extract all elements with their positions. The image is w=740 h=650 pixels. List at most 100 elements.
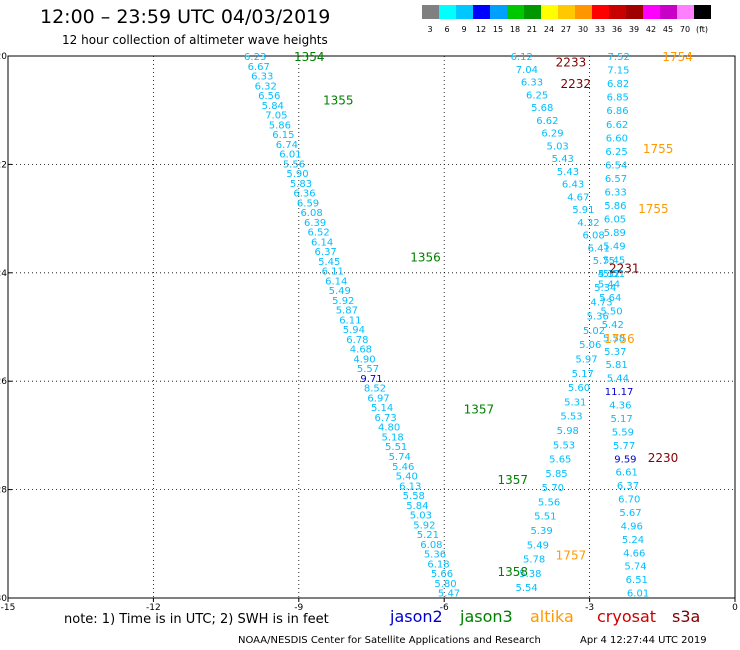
swh-value: 6.01	[627, 589, 649, 600]
swh-value: 5.03	[410, 511, 432, 522]
credit-line: NOAA/NESDIS Center for Satellite Applica…	[238, 635, 541, 646]
colorbar-label: 21	[526, 25, 538, 34]
swh-value: 5.92	[332, 296, 354, 307]
swh-value: 5.86	[604, 201, 626, 212]
swh-value: 6.56	[258, 91, 280, 102]
swh-value: 5.44	[607, 374, 629, 385]
swh-value: 5.21	[417, 530, 439, 541]
footer-note: note: 1) Time is in UTC; 2) SWH is in fe…	[64, 612, 329, 627]
swh-value: 5.47	[438, 589, 460, 600]
swh-value: 5.18	[382, 432, 404, 443]
swh-value: 6.33	[605, 188, 627, 199]
swh-value: 5.59	[612, 427, 634, 438]
swh-value: 6.37	[315, 247, 337, 258]
swh-value: 5.45	[603, 255, 625, 266]
swh-value: 6.23	[244, 52, 266, 63]
swh-value: 5.36	[587, 312, 609, 323]
legend-jason3: jason3	[460, 607, 513, 626]
time-label: 1755	[638, 202, 669, 216]
swh-value: 7.05	[265, 111, 287, 122]
lat-tick-label: -26	[0, 377, 7, 387]
legend-altika: altika	[530, 607, 574, 626]
colorbar-label: 36	[611, 25, 623, 34]
swh-value: 6.13	[399, 481, 421, 492]
swh-value: 6.18	[427, 559, 449, 570]
swh-value: 6.25	[605, 147, 627, 158]
swh-value: 5.70	[542, 483, 564, 494]
swh-value: 5.74	[624, 562, 646, 573]
swh-value: 6.73	[374, 413, 396, 424]
swh-value: 5.77	[613, 441, 635, 452]
colorbar-swatch	[694, 5, 711, 19]
colorbar-label: 15	[492, 25, 504, 34]
legend-cryosat: cryosat	[597, 607, 657, 626]
lon-tick-label: -6	[440, 603, 449, 613]
time-label: 2232	[561, 77, 592, 91]
swh-value: 5.83	[290, 179, 312, 190]
swh-value: 5.17	[598, 269, 620, 280]
swh-value: 5.67	[619, 508, 641, 519]
swh-value: 5.58	[403, 491, 425, 502]
colorbar-swatch	[473, 5, 490, 19]
swh-value: 6.33	[251, 72, 273, 83]
swh-value: 4.36	[609, 401, 631, 412]
time-label: 1356	[410, 251, 441, 265]
time-label: 1756	[604, 332, 635, 346]
swh-value: 4.68	[350, 345, 372, 356]
swh-value: 5.65	[549, 455, 571, 466]
swh-value: 6.25	[526, 90, 548, 101]
swh-value: 6.57	[605, 174, 627, 185]
colorbar-swatch	[609, 5, 626, 19]
swh-value: 5.51	[603, 269, 625, 280]
swh-value: 6.14	[325, 276, 347, 287]
swh-value: 7.15	[607, 66, 629, 77]
time-label: 1757	[556, 549, 587, 563]
colorbar-swatch	[439, 5, 456, 19]
lat-tick-label: -28	[0, 486, 7, 496]
swh-value: 6.15	[272, 130, 294, 141]
colorbar-label: 24	[543, 25, 555, 34]
swh-value: 5.66	[431, 569, 453, 580]
swh-value: 5.51	[534, 512, 556, 523]
colorbar-label: 18	[509, 25, 521, 34]
swh-value: 5.54	[515, 583, 537, 594]
swh-value: 5.42	[602, 320, 624, 331]
swh-value: 6.33	[521, 78, 543, 89]
swh-value: 6.29	[541, 129, 563, 140]
colorbar-label: 42	[645, 25, 657, 34]
swh-value: 5.45	[318, 257, 340, 268]
swh-value: 6.05	[604, 215, 626, 226]
time-label: 1355	[323, 93, 354, 107]
swh-value: 7.52	[608, 52, 630, 63]
swh-value: 4.96	[621, 521, 643, 532]
swh-value: 5.38	[519, 569, 541, 580]
swh-value: 6.11	[322, 267, 344, 278]
swh-value: 6.01	[279, 150, 301, 161]
swh-value: 5.68	[531, 103, 553, 114]
lat-tick-label: -20	[0, 52, 7, 62]
swh-value: 5.75	[593, 256, 615, 267]
swh-value: 5.58	[603, 333, 625, 344]
swh-value: 4.32	[577, 218, 599, 229]
swh-value: 5.36	[424, 550, 446, 561]
swh-value: 6.62	[536, 116, 558, 127]
lon-tick-label: -12	[146, 603, 161, 613]
swh-value: 6.12	[511, 52, 533, 63]
swh-value: 5.94	[343, 325, 365, 336]
swh-value: 6.59	[297, 198, 319, 209]
swh-value: 6.11	[339, 315, 361, 326]
colorbar-label: 27	[560, 25, 572, 34]
swh-value: 6.36	[293, 189, 315, 200]
swh-value: 6.74	[276, 140, 298, 151]
colorbar-label: (ft)	[695, 25, 709, 34]
swh-value: 6.51	[626, 575, 648, 586]
swh-value: 5.90	[286, 169, 308, 180]
timestamp: Apr 4 12:27:44 UTC 2019	[580, 635, 707, 646]
colorbar-swatch	[575, 5, 592, 19]
colorbar-label: 45	[662, 25, 674, 34]
swh-value: 4.90	[353, 354, 375, 365]
lon-tick-label: -15	[1, 603, 16, 613]
swh-value: 6.52	[307, 228, 329, 239]
lon-tick-label: -9	[294, 603, 303, 613]
